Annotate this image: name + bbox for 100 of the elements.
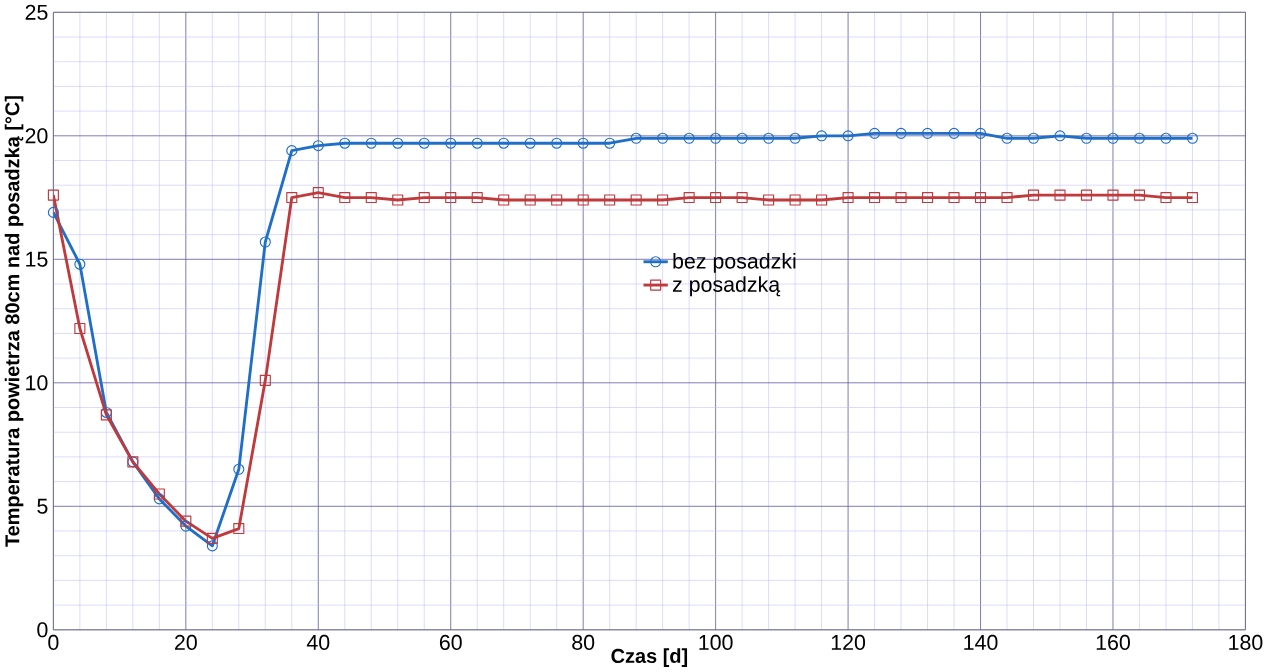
point — [1080, 189, 1093, 201]
point — [206, 540, 218, 552]
x-tick-label: 120 — [831, 634, 866, 651]
point — [895, 192, 907, 204]
point — [683, 132, 695, 144]
point — [286, 145, 298, 157]
point — [1186, 132, 1198, 144]
point — [180, 515, 192, 527]
point — [948, 127, 960, 140]
point — [498, 194, 510, 206]
point — [1001, 192, 1013, 204]
point — [974, 192, 987, 204]
x-tick-label: 20 — [175, 634, 197, 651]
point — [365, 137, 377, 149]
point — [1027, 189, 1040, 201]
point — [974, 127, 987, 140]
point — [1054, 189, 1066, 201]
y-tick-label: 25 — [25, 4, 48, 20]
point — [1160, 132, 1172, 144]
y-tick-label: 20 — [25, 128, 48, 144]
point — [1107, 132, 1119, 144]
point — [1054, 130, 1066, 142]
point — [153, 493, 165, 505]
y-tick-label: 10 — [26, 375, 48, 391]
point — [233, 463, 245, 475]
point — [259, 374, 271, 387]
point — [286, 192, 298, 204]
point — [339, 192, 351, 204]
point — [577, 137, 589, 149]
point — [471, 192, 483, 204]
point — [577, 194, 589, 206]
point — [789, 194, 801, 206]
point — [1160, 192, 1172, 204]
point — [1133, 189, 1146, 201]
point — [445, 137, 457, 149]
point — [895, 127, 907, 140]
point — [551, 137, 563, 149]
point — [710, 192, 722, 204]
point — [1027, 132, 1040, 144]
point — [922, 127, 934, 140]
y-tick-label: 0 — [37, 622, 48, 638]
x-tick-label: 60 — [439, 634, 462, 651]
point — [842, 192, 854, 204]
point — [233, 523, 245, 535]
point — [1186, 192, 1198, 204]
point — [842, 130, 854, 142]
point — [180, 520, 192, 532]
x-tick-label: 160 — [1096, 634, 1130, 651]
legend-label: z posadzką — [672, 276, 781, 297]
point — [74, 323, 86, 335]
x-tick-label: 40 — [306, 634, 330, 651]
point — [736, 132, 748, 144]
point — [312, 140, 324, 152]
point — [763, 194, 775, 206]
point — [418, 192, 430, 204]
point — [604, 137, 616, 149]
point — [392, 194, 404, 206]
point — [498, 137, 510, 149]
point — [339, 137, 351, 149]
point — [74, 258, 86, 270]
y-axis-title: Temperatura powietrza 80cm nad posadzką [°C] — [4, 96, 24, 548]
point — [763, 132, 775, 144]
point — [47, 206, 59, 219]
point — [153, 488, 165, 500]
point — [418, 137, 430, 149]
point — [1001, 132, 1013, 144]
point — [736, 192, 748, 204]
point — [816, 130, 828, 142]
point — [789, 132, 801, 144]
point — [604, 194, 616, 206]
point — [524, 194, 536, 206]
point — [869, 192, 881, 204]
x-axis-title: Czas [d] — [611, 648, 688, 668]
point — [445, 192, 457, 204]
point — [524, 137, 536, 149]
point — [47, 189, 59, 201]
x-tick-label: 0 — [48, 634, 59, 651]
point — [259, 236, 271, 248]
x-tick-label: 140 — [964, 634, 998, 651]
point — [630, 132, 642, 144]
point — [471, 137, 483, 149]
point — [1107, 189, 1119, 201]
legend-label: bez posadzki — [673, 253, 796, 273]
point — [922, 192, 934, 204]
point — [630, 194, 642, 206]
y-tick-label: 15 — [26, 251, 48, 267]
point — [683, 192, 695, 204]
point — [1133, 132, 1146, 144]
point — [657, 194, 669, 206]
point — [1080, 132, 1093, 144]
point — [312, 187, 324, 199]
point — [551, 194, 563, 206]
point — [206, 533, 218, 545]
point — [710, 132, 722, 144]
x-tick-label: 100 — [699, 634, 733, 651]
y-tick-label: 5 — [37, 499, 48, 514]
point — [869, 127, 881, 140]
point — [948, 192, 960, 204]
point — [392, 137, 404, 149]
x-tick-label: 180 — [1229, 634, 1263, 651]
